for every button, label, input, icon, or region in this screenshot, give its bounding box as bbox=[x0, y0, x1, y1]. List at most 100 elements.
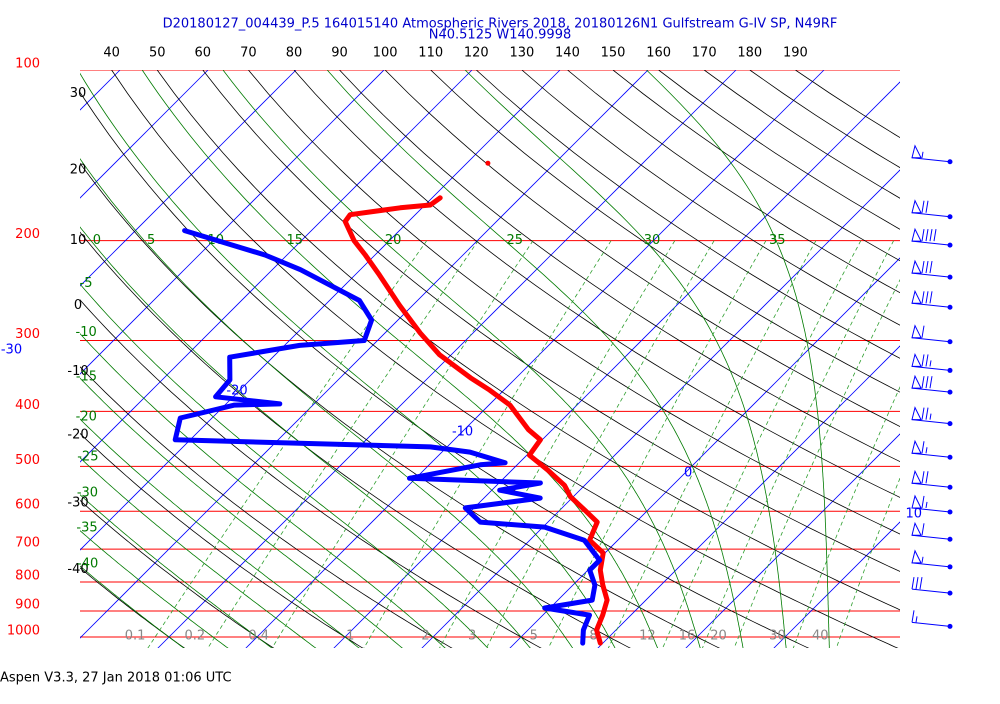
moist-adiabat-label: 5 bbox=[147, 233, 155, 248]
barb-staff bbox=[912, 622, 950, 626]
dry-adiabat-label: 40 bbox=[103, 46, 120, 61]
wind-barb bbox=[912, 291, 953, 310]
dry-adiabat bbox=[431, 70, 1000, 651]
barb-flag bbox=[926, 471, 928, 483]
barb-flag bbox=[922, 408, 924, 420]
dry-adiabat-label: 140 bbox=[555, 46, 580, 61]
barb-half-flag bbox=[926, 502, 927, 508]
mixing-ratio-line bbox=[661, 241, 861, 652]
dry-adiabat bbox=[704, 70, 1000, 651]
moist-adiabat-label: -20 bbox=[76, 410, 97, 425]
dry-adiabat bbox=[613, 70, 1000, 651]
barb-pennant bbox=[912, 471, 921, 483]
barb-pennant bbox=[912, 326, 921, 338]
mixing-ratio-line bbox=[733, 241, 920, 652]
wind-barb bbox=[912, 201, 953, 220]
dry-adiabat-label: 50 bbox=[149, 46, 166, 61]
barb-flag bbox=[922, 471, 924, 483]
barb-staff bbox=[912, 241, 950, 245]
dry-adiabat-label: 70 bbox=[240, 46, 257, 61]
wind-barb bbox=[912, 146, 953, 165]
dry-adiabat-label: 160 bbox=[646, 46, 671, 61]
moist-adiabat bbox=[223, 70, 702, 653]
dry-adiabat-label: 120 bbox=[464, 46, 489, 61]
barb-flag bbox=[922, 496, 924, 508]
dry-adiabat bbox=[385, 70, 1000, 651]
wind-barb bbox=[912, 441, 953, 460]
barb-staff bbox=[912, 388, 950, 392]
dry-adiabat bbox=[0, 70, 368, 651]
moist-adiabat-label: 20 bbox=[385, 233, 402, 248]
barb-flag bbox=[922, 291, 924, 303]
moist-adiabat-label: 25 bbox=[506, 233, 523, 248]
pressure-label: 900 bbox=[15, 598, 40, 613]
barb-pennant bbox=[912, 523, 921, 535]
dry-adiabat-label: 20 bbox=[70, 162, 87, 177]
mixing-ratio-label: 0.1 bbox=[125, 629, 146, 644]
barb-flag bbox=[922, 229, 924, 241]
mixing-ratio-label: 16 bbox=[679, 629, 696, 644]
plot-area bbox=[0, 70, 1000, 653]
barb-flag bbox=[912, 610, 914, 622]
barb-flag bbox=[926, 354, 928, 366]
mixing-ratio-label: 0.4 bbox=[248, 629, 269, 644]
mixing-ratio-label: 1 bbox=[346, 629, 354, 644]
barb-pennant bbox=[912, 201, 921, 213]
dry-adiabat bbox=[157, 70, 994, 651]
pressure-label: 800 bbox=[15, 569, 40, 584]
dry-adiabat-label: 190 bbox=[783, 46, 808, 61]
barb-staff bbox=[912, 303, 950, 307]
pressure-label: 700 bbox=[15, 536, 40, 551]
barb-half-flag bbox=[922, 152, 923, 158]
moist-adiabat-label: 30 bbox=[644, 233, 661, 248]
barb-flag bbox=[926, 229, 928, 241]
isotherm bbox=[508, 70, 1000, 650]
dry-adiabat bbox=[340, 70, 1000, 651]
barb-pennant bbox=[912, 291, 921, 303]
barb-staff bbox=[912, 338, 950, 342]
dry-adiabat bbox=[750, 70, 1000, 651]
moist-adiabat bbox=[25, 70, 575, 653]
isotherm bbox=[332, 70, 912, 650]
mixing-ratio-label: 5 bbox=[530, 629, 538, 644]
pressure-label: 600 bbox=[15, 498, 40, 513]
moist-adiabat bbox=[0, 70, 322, 653]
mixing-ratio-label: 12 bbox=[639, 629, 656, 644]
mixing-ratio-label: 20 bbox=[710, 629, 727, 644]
moist-adiabat-label: -15 bbox=[76, 369, 97, 384]
dry-adiabat-label: 80 bbox=[286, 46, 303, 61]
barb-pennant bbox=[912, 551, 921, 563]
dry-adiabat-label: 130 bbox=[509, 46, 534, 61]
mixing-ratio-label: 2 bbox=[421, 629, 429, 644]
dry-adiabat bbox=[66, 70, 815, 651]
barb-flag bbox=[926, 291, 928, 303]
dry-adiabat-label: -20 bbox=[67, 427, 88, 442]
isotherm-label: 0 bbox=[684, 466, 692, 481]
wind-barb bbox=[912, 354, 953, 373]
barb-flag bbox=[926, 261, 928, 273]
chart-subtitle: N40.5125 W140.9998 bbox=[429, 28, 572, 43]
barb-flag bbox=[926, 201, 928, 213]
wind-barb bbox=[912, 326, 953, 345]
barb-flag bbox=[930, 291, 932, 303]
barb-flag bbox=[920, 577, 922, 589]
moist-adiabat-label: -30 bbox=[77, 485, 98, 500]
barb-staff bbox=[912, 535, 950, 539]
dry-adiabat-label: 0 bbox=[74, 298, 82, 313]
isotherm bbox=[244, 70, 824, 650]
dry-adiabat-label: 110 bbox=[418, 46, 443, 61]
barb-staff bbox=[912, 420, 950, 424]
barb-flag bbox=[922, 354, 924, 366]
pressure-label: 100 bbox=[15, 57, 40, 72]
barb-staff bbox=[912, 366, 950, 370]
dry-adiabat-label: 10 bbox=[70, 233, 87, 248]
barb-flag bbox=[926, 408, 928, 420]
dry-adiabat-label: 90 bbox=[331, 46, 348, 61]
footer: Aspen V3.3, 27 Jan 2018 01:06 UTC bbox=[0, 671, 232, 686]
barb-flag bbox=[922, 376, 924, 388]
barb-flag bbox=[912, 577, 914, 589]
wind-barb bbox=[912, 376, 953, 395]
moist-adiabat-label: 35 bbox=[769, 233, 786, 248]
isotherm-label: -10 bbox=[452, 425, 473, 440]
